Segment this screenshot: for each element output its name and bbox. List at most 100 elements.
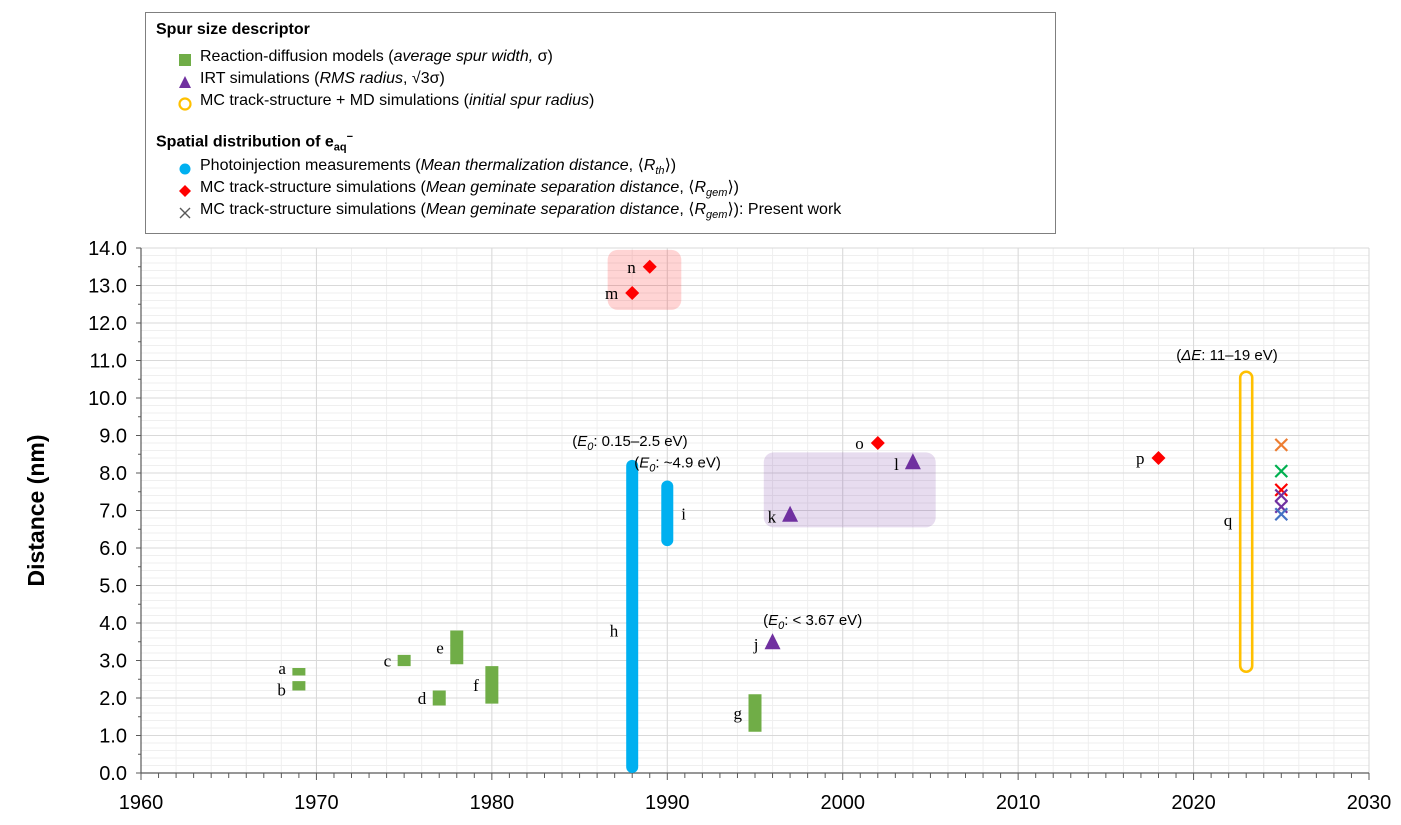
annotation-label: (E0: ~4.9 eV) [634, 455, 721, 475]
triangle-marker-icon [178, 72, 192, 88]
point-label: m [605, 284, 618, 303]
y-tick-label: 13.0 [88, 276, 127, 298]
legend-text: IRT simulations ( [200, 70, 320, 87]
annotation-label: (ΔE: 11–19 eV) [1176, 347, 1278, 364]
bar-range [397, 654, 411, 667]
bar-range [626, 459, 639, 773]
annotation-label: (E0: 0.15–2.5 eV) [572, 433, 687, 453]
diamond-marker [625, 286, 640, 300]
legend-spur-item: MC track-structure + MD simulations (ini… [178, 91, 594, 111]
cross-marker [1274, 464, 1289, 478]
triangle-marker [782, 505, 799, 522]
y-tick-label: 7.0 [99, 501, 127, 523]
diamond-marker [870, 436, 885, 450]
point-label: q [1224, 511, 1233, 530]
legend-group2-title: Spatial distribution of eaq− [156, 131, 354, 154]
legend-tail-text: σ) [533, 48, 553, 65]
x-tick-label: 1990 [645, 792, 690, 814]
triangle-marker [764, 633, 781, 650]
legend-tail-text: , √3σ) [403, 70, 445, 87]
cross-marker-icon [178, 203, 192, 219]
circle-open-marker-icon [178, 94, 192, 111]
legend-text: MC track-structure simulations ( [200, 179, 426, 196]
legend-tail-text: , ⟨Rth⟩) [628, 157, 677, 178]
legend-tail-text: ) [589, 92, 595, 109]
x-tick-label: 2010 [996, 792, 1041, 814]
point-label: l [894, 455, 899, 474]
cross-marker [1274, 438, 1289, 452]
bar-range [432, 690, 446, 706]
point-label: g [734, 704, 743, 723]
legend-eaq-item: MC track-structure simulations (Mean gem… [178, 200, 842, 222]
circle-marker-icon [178, 159, 192, 175]
point-label: b [277, 681, 286, 700]
legend-italic-text: initial spur radius [468, 92, 589, 109]
point-label: c [384, 652, 392, 671]
x-tick-label: 2000 [820, 792, 865, 814]
cross-marker [1274, 483, 1289, 497]
legend-text: MC track-structure simulations ( [200, 201, 426, 218]
bar-range [748, 694, 762, 732]
y-tick-label: 6.0 [99, 538, 127, 560]
x-tick-label: 1980 [470, 792, 515, 814]
point-label: j [753, 635, 759, 654]
y-tick-label: 11.0 [90, 351, 127, 373]
y-tick-label: 12.0 [88, 313, 127, 335]
square-marker-icon [178, 50, 192, 66]
legend-eaq-item: MC track-structure simulations (Mean gem… [178, 178, 740, 200]
x-tick-label: 1960 [119, 792, 164, 814]
bar-range [292, 681, 306, 691]
legend-text: Photoinjection measurements ( [200, 157, 421, 174]
legend-italic-text: Mean geminate separation distance [425, 179, 680, 196]
legend-group1-title: Spur size descriptor [156, 21, 310, 38]
point-label: e [436, 638, 444, 657]
point-label: i [681, 504, 686, 523]
annotation-label: (E0: < 3.67 eV) [763, 612, 862, 632]
bar-range [292, 668, 306, 676]
legend-tail-text: , ⟨Rgem⟩): Present work [679, 201, 842, 222]
x-tick-label: 2030 [1347, 792, 1392, 814]
triangle-marker [904, 453, 921, 470]
y-tick-label: 1.0 [99, 726, 127, 748]
y-tick-label: 9.0 [99, 426, 127, 448]
y-tick-label: 8.0 [99, 463, 127, 485]
legend-italic-text: Mean geminate separation distance [425, 201, 680, 218]
y-tick-label: 10.0 [88, 388, 127, 410]
bar-range [661, 480, 674, 547]
y-tick-label: 2.0 [99, 688, 127, 710]
legend-italic-text: RMS radius [319, 70, 404, 87]
point-label: d [418, 689, 427, 708]
legend: Spur size descriptor Reaction-diffusion … [145, 12, 1056, 234]
point-label: f [473, 676, 479, 695]
legend-spur-item: Reaction-diffusion models (average spur … [178, 47, 553, 67]
bar-range [1238, 370, 1254, 674]
diamond-marker-icon [178, 181, 192, 197]
legend-italic-text: average spur width, [393, 48, 534, 65]
bar-range [450, 630, 464, 665]
point-label: o [855, 434, 864, 453]
y-axis-title: Distance (nm) [23, 434, 49, 586]
diamond-marker [642, 259, 657, 274]
legend-text: MC track-structure + MD simulations ( [200, 92, 469, 109]
bar-range [485, 666, 499, 704]
point-label: p [1136, 449, 1145, 468]
y-tick-label: 3.0 [99, 651, 127, 673]
cross-marker [1274, 488, 1289, 503]
y-tick-label: 14.0 [88, 238, 127, 260]
legend-text: Reaction-diffusion models ( [200, 48, 394, 65]
y-tick-label: 0.0 [99, 763, 127, 785]
highlight-box [607, 249, 682, 310]
point-label: n [627, 258, 636, 277]
point-label: k [768, 507, 777, 526]
cross-marker [1274, 507, 1289, 522]
x-tick-label: 2020 [1171, 792, 1216, 814]
x-tick-label: 1970 [294, 792, 339, 814]
legend-italic-text: Mean thermalization distance [420, 157, 629, 174]
highlight-box [763, 452, 936, 528]
legend-eaq-item: Photoinjection measurements (Mean therma… [178, 156, 677, 178]
point-label: a [278, 659, 286, 678]
point-label: h [610, 622, 619, 641]
y-tick-label: 4.0 [99, 613, 127, 635]
legend-tail-text: , ⟨Rgem⟩) [679, 179, 740, 200]
